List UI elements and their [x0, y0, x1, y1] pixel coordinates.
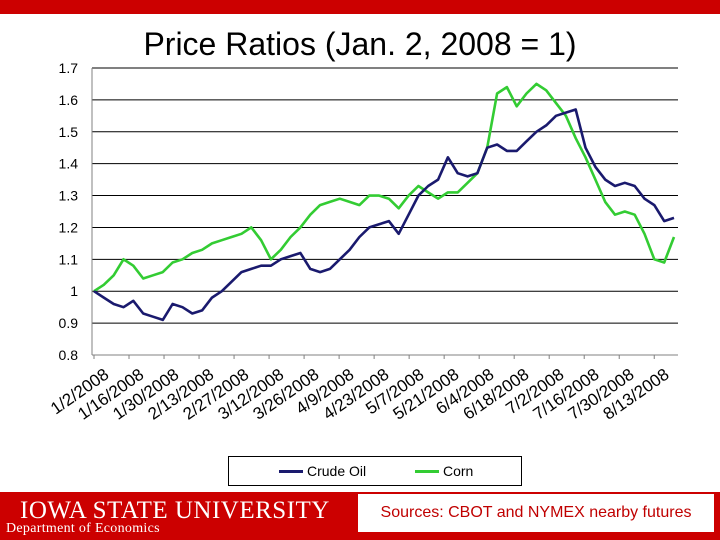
- y-tick-label: 1.4: [59, 156, 79, 172]
- y-tick-label: 1.7: [59, 60, 79, 76]
- y-tick-label: 0.9: [59, 315, 79, 331]
- chart-title: Price Ratios (Jan. 2, 2008 = 1): [143, 26, 577, 62]
- legend-item-corn: Corn: [415, 463, 473, 479]
- y-tick-label: 1.1: [59, 251, 79, 267]
- y-tick-label: 0.8: [59, 347, 79, 363]
- y-tick-label: 1.2: [59, 219, 79, 235]
- corn-line: [93, 82, 676, 293]
- line-chart: 0.80.911.11.21.31.41.51.61.71/2/20081/16…: [47, 60, 678, 424]
- y-tick-label: 1.5: [59, 124, 79, 140]
- crude-oil-swatch: [279, 469, 303, 473]
- y-tick-label: 1.6: [59, 92, 79, 108]
- y-tick-label: 1.3: [59, 188, 79, 204]
- corn-swatch: [415, 469, 439, 473]
- legend-label-corn: Corn: [443, 463, 474, 479]
- y-tick-label: 1: [70, 283, 78, 299]
- crude-oil-line: [93, 108, 675, 322]
- university-wordmark: IOWA STATE UNIVERSITY: [20, 497, 330, 524]
- sources-note: Sources: CBOT and NYMEX nearby futures: [358, 494, 714, 532]
- legend: Crude Oil Corn: [228, 456, 522, 486]
- department-name: Department of Economics: [6, 521, 160, 536]
- top-red-bar: [0, 0, 720, 14]
- legend-label-crude-oil: Crude Oil: [307, 463, 367, 479]
- legend-item-crude-oil: Crude Oil: [279, 463, 366, 479]
